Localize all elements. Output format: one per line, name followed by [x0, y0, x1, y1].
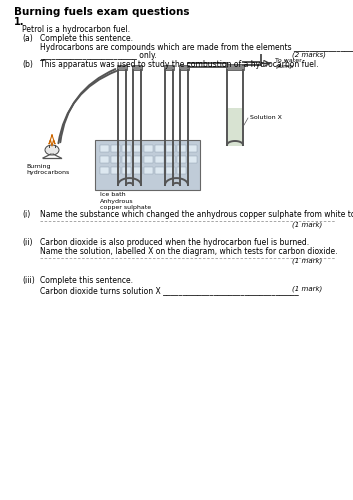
Bar	[117, 65, 127, 70]
Bar	[100, 167, 109, 174]
Bar	[133, 167, 142, 174]
Bar	[100, 156, 109, 163]
Text: Solution X: Solution X	[250, 115, 282, 120]
Bar	[144, 145, 153, 152]
Bar	[188, 156, 197, 163]
Text: To water
pump: To water pump	[275, 58, 302, 70]
Text: 1.: 1.	[14, 17, 24, 27]
Bar	[155, 156, 164, 163]
Bar	[166, 156, 175, 163]
Text: Burning fuels exam questions: Burning fuels exam questions	[14, 7, 190, 17]
Text: Anhydrous
copper sulphate: Anhydrous copper sulphate	[100, 199, 151, 210]
Bar	[177, 156, 186, 163]
Text: (1 mark): (1 mark)	[292, 286, 322, 292]
Text: (a): (a)	[22, 34, 33, 43]
Text: Hydrocarbons are compounds which are made from the elements ____________________: Hydrocarbons are compounds which are mad…	[40, 43, 353, 52]
Bar	[111, 156, 120, 163]
Text: Complete this sentence.: Complete this sentence.	[40, 34, 133, 43]
Text: (b): (b)	[22, 60, 33, 69]
Text: (iii): (iii)	[22, 276, 35, 285]
Bar	[228, 108, 242, 146]
Bar	[155, 167, 164, 174]
Bar	[132, 65, 142, 70]
Text: (1 mark): (1 mark)	[292, 221, 322, 228]
Bar	[111, 167, 120, 174]
Bar	[226, 64, 244, 70]
Text: Petrol is a hydrocarbon fuel.: Petrol is a hydrocarbon fuel.	[22, 25, 130, 34]
Text: (ii): (ii)	[22, 238, 32, 247]
Text: This apparatus was used to study the combustion of a hydrocarbon fuel.: This apparatus was used to study the com…	[40, 60, 318, 69]
Text: (i): (i)	[22, 210, 30, 219]
Text: Carbon dioxide is also produced when the hydrocarbon fuel is burned.: Carbon dioxide is also produced when the…	[40, 238, 309, 247]
Text: Name the substance which changed the anhydrous copper sulphate from white to blu: Name the substance which changed the anh…	[40, 210, 353, 219]
Bar	[133, 145, 142, 152]
Bar	[179, 65, 189, 70]
Bar	[100, 145, 109, 152]
Text: Name the solution, labelled X on the diagram, which tests for carbon dioxide.: Name the solution, labelled X on the dia…	[40, 247, 337, 256]
Text: Burning
hydrocarbons: Burning hydrocarbons	[26, 164, 69, 175]
Text: (2 marks): (2 marks)	[292, 51, 326, 58]
Bar	[95, 140, 200, 190]
Bar	[155, 145, 164, 152]
Bar	[144, 156, 153, 163]
Bar	[122, 145, 131, 152]
Bar	[188, 145, 197, 152]
Text: Complete this sentence.: Complete this sentence.	[40, 276, 133, 285]
Bar	[166, 145, 175, 152]
Text: _________________________ only.: _________________________ only.	[40, 51, 157, 60]
Bar	[177, 167, 186, 174]
Bar	[111, 145, 120, 152]
Bar	[166, 167, 175, 174]
Bar	[133, 156, 142, 163]
Bar	[144, 167, 153, 174]
Bar	[177, 145, 186, 152]
Text: Ice bath: Ice bath	[100, 192, 126, 197]
Text: Carbon dioxide turns solution X ___________________________________: Carbon dioxide turns solution X ________…	[40, 286, 299, 295]
Ellipse shape	[45, 145, 59, 155]
Bar	[122, 156, 131, 163]
Bar	[122, 167, 131, 174]
Text: (1 mark): (1 mark)	[292, 258, 322, 264]
Bar	[164, 65, 174, 70]
